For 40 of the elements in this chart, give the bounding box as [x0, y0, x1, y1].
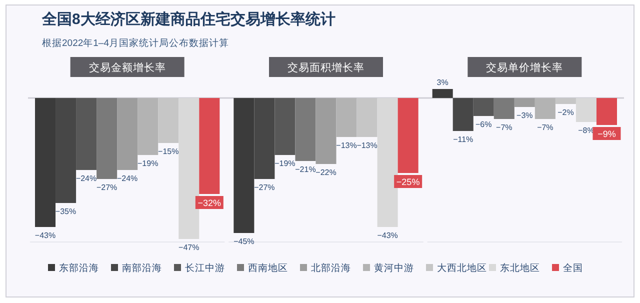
data-label: −13% [356, 141, 378, 150]
legend-label: 大西北地区 [437, 262, 487, 274]
x-tick-label: 交易面积增长率 [288, 61, 364, 74]
legend-label: 东北地区 [500, 262, 540, 274]
data-label: −13% [336, 141, 357, 150]
data-label: −43% [377, 231, 398, 240]
x-tick-label: 交易单价增长率 [486, 61, 564, 74]
data-label: −27% [254, 183, 275, 192]
data-label: −24% [76, 174, 97, 183]
data-label: −3% [516, 111, 533, 120]
data-label: −47% [178, 243, 200, 252]
data-label: −25% [396, 177, 420, 187]
chart-subtitle: 根据2022年1–4月国家统计局公布数据计算 [42, 37, 229, 49]
data-label: −7% [537, 123, 554, 132]
data-label: −19% [138, 159, 158, 168]
data-label: −7% [496, 123, 512, 132]
data-label: −15% [158, 147, 179, 156]
data-label: −24% [116, 174, 138, 183]
data-label: −9% [598, 129, 616, 139]
legend-label: 黄河中游 [374, 262, 414, 274]
data-label: 3% [436, 78, 448, 87]
legend-label: 长江中游 [185, 262, 225, 274]
data-label: −22% [316, 168, 336, 177]
data-label: −2% [558, 108, 574, 117]
legend-label: 东部沿海 [59, 262, 99, 274]
x-tick-label: 交易金额增长率 [88, 61, 166, 74]
legend-label: 南部沿海 [122, 262, 162, 274]
data-label: −43% [34, 231, 56, 240]
legend-label: 北部沿海 [311, 262, 351, 274]
data-label: −21% [295, 165, 316, 174]
data-label: −11% [453, 135, 474, 144]
data-label: −19% [274, 159, 296, 168]
data-label: −35% [55, 207, 76, 216]
legend-label: 全国 [563, 262, 583, 274]
data-label: −45% [234, 237, 254, 246]
data-label: −6% [476, 120, 492, 129]
data-label: −32% [198, 198, 222, 208]
chart-title: 全国8大经济区新建商品住宅交易增长率统计 [41, 10, 336, 28]
data-label: −27% [96, 183, 118, 192]
legend-label: 西南地区 [248, 262, 288, 274]
